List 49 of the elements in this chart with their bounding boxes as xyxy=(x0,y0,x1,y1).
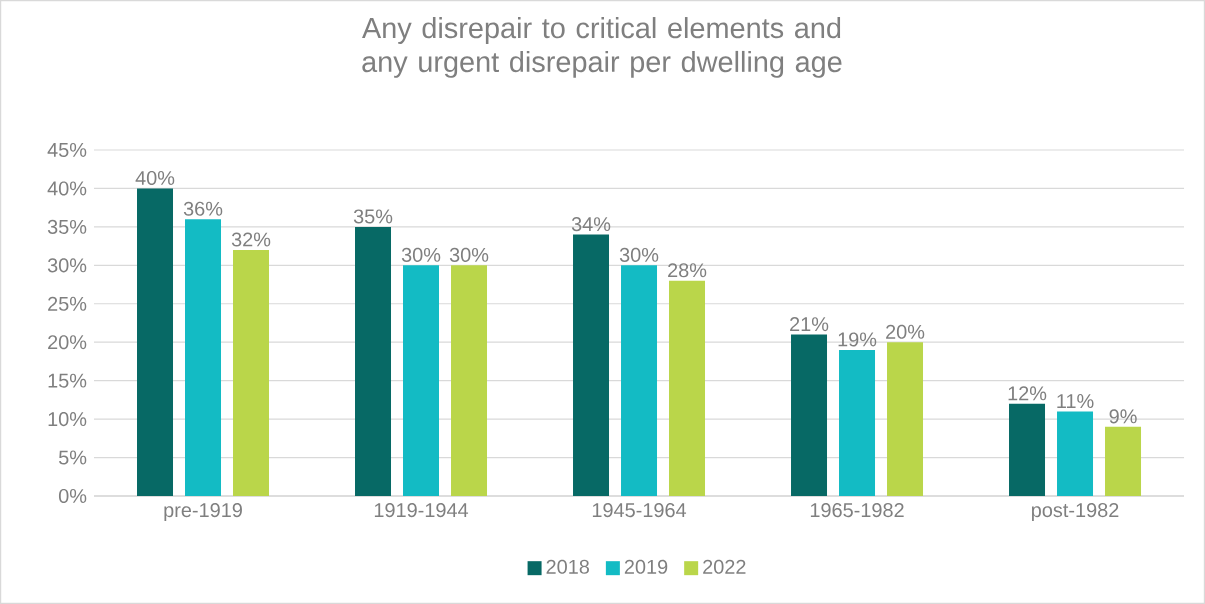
data-label: 40% xyxy=(135,170,175,186)
bar xyxy=(185,219,222,496)
y-tick-label: 25% xyxy=(48,296,87,311)
bar xyxy=(669,280,706,496)
bar xyxy=(1009,403,1046,496)
data-label: 30% xyxy=(619,247,659,262)
y-tick-label: 5% xyxy=(58,450,87,465)
bar xyxy=(355,226,392,496)
x-tick-label: 1919-1944 xyxy=(374,503,469,518)
data-label: 9% xyxy=(1109,409,1137,424)
bar xyxy=(791,334,828,496)
y-tick-label: 0% xyxy=(58,488,87,504)
y-tick-label: 40% xyxy=(47,181,87,196)
data-label: 21% xyxy=(790,317,829,332)
data-label: 20% xyxy=(886,324,925,339)
bar xyxy=(137,188,174,496)
bar xyxy=(1057,411,1094,496)
data-label: 30% xyxy=(401,247,441,262)
y-tick-label: 20% xyxy=(48,335,87,350)
x-tick-label: post-1982 xyxy=(1031,503,1119,522)
data-label: 32% xyxy=(231,232,271,247)
x-tick-label: pre-1919 xyxy=(164,503,242,522)
data-label: 12% xyxy=(1008,386,1047,401)
bar xyxy=(887,342,924,496)
bar xyxy=(839,349,876,496)
data-label: 11% xyxy=(1057,394,1094,409)
y-tick-label: 30% xyxy=(47,258,87,273)
x-tick-label: 1965-1982 xyxy=(810,503,904,518)
legend-label: 2018 xyxy=(546,559,590,574)
bar xyxy=(451,265,488,496)
bar xyxy=(621,265,658,496)
data-label: 19% xyxy=(838,332,877,347)
bar xyxy=(403,265,440,496)
data-label: 35% xyxy=(353,209,393,224)
y-tick-label: 35% xyxy=(47,219,87,234)
bar xyxy=(1105,426,1142,496)
y-tick-label: 10% xyxy=(48,412,87,427)
y-tick-label: 15% xyxy=(48,373,87,388)
data-label: 30% xyxy=(449,247,489,262)
data-label: 34% xyxy=(571,217,611,232)
x-tick-label: 1945-1964 xyxy=(592,503,687,518)
chart-title: Any disrepair to critical elements and any urgent disrepair per dwelling age xyxy=(362,17,842,78)
data-label: 28% xyxy=(668,263,707,278)
legend-label: 2022 xyxy=(703,559,746,574)
bar xyxy=(233,249,270,496)
data-label: 36% xyxy=(183,201,223,216)
y-tick-label: 45% xyxy=(47,142,87,157)
bar xyxy=(573,234,610,496)
legend-label: 2019 xyxy=(624,559,668,574)
